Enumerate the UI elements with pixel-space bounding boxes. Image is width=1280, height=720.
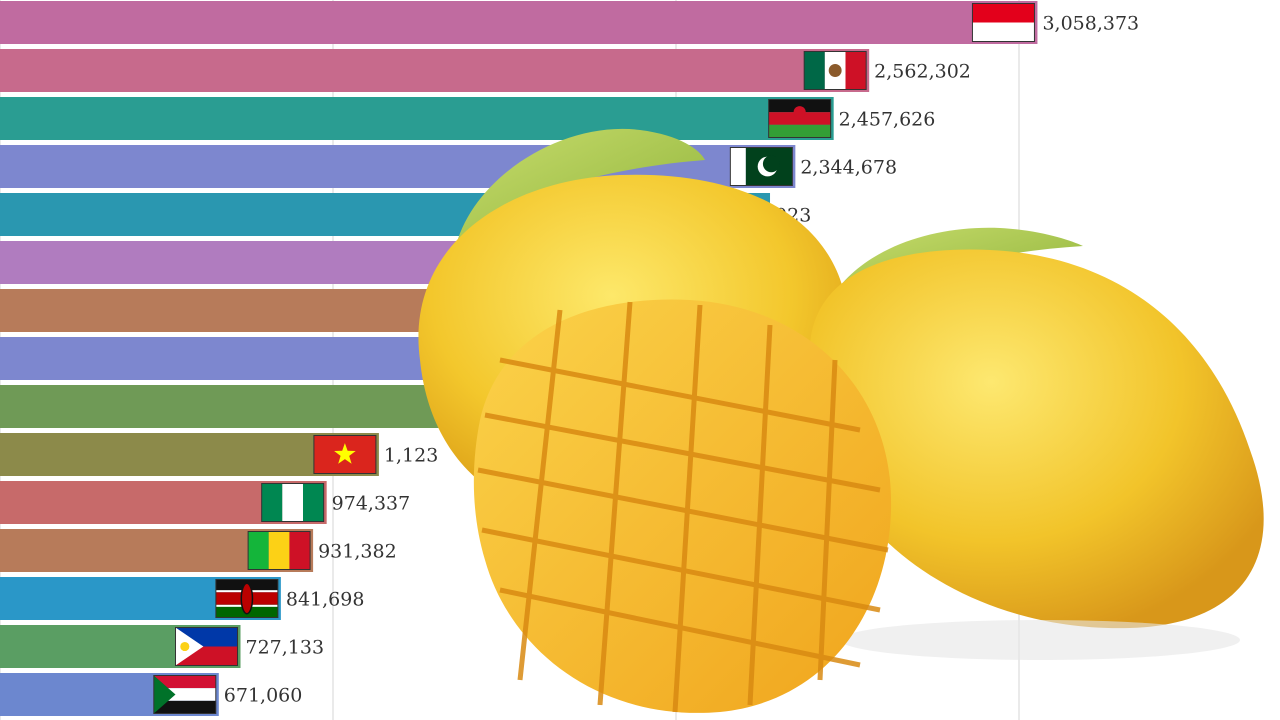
value-label: 2,457,626: [839, 109, 936, 131]
bar-row: [0, 385, 475, 428]
flag-mexico-icon: [803, 51, 867, 90]
bar-row: 974,337: [0, 481, 410, 524]
bar: [0, 1, 1038, 44]
bar-row: 2,562,302: [0, 49, 971, 92]
flag-pakistan-icon: [729, 147, 793, 186]
flag-malawi-icon: [768, 99, 832, 138]
bar-row: 3,058,373: [0, 1, 1139, 44]
bar-row: 841,698: [0, 577, 364, 620]
mango-cut-half: [473, 299, 892, 713]
flag-sudan-icon: [153, 675, 217, 714]
flag-philippines-icon: [175, 627, 239, 666]
value-label: 671,060: [224, 685, 303, 707]
bar-row: 671,060: [0, 673, 302, 716]
bar-row: 931,382: [0, 529, 397, 572]
value-label: 974,337: [332, 493, 411, 515]
bar: [0, 385, 475, 428]
flag-indonesia-icon: [971, 3, 1035, 42]
flag-mali-icon: [247, 531, 311, 570]
bars-group: 3,058,3732,562,3022,457,6262,344,6780231…: [0, 1, 1139, 716]
bar: [0, 97, 834, 140]
value-label: 931,382: [318, 541, 397, 563]
flag-kenya-icon: [215, 579, 279, 618]
value-label: 1,123: [384, 445, 438, 467]
bar: [0, 49, 870, 92]
value-label: 841,698: [286, 589, 365, 611]
flag-vietnam-icon: [313, 435, 377, 474]
mango-back-leaf: [455, 128, 705, 250]
bar-row: 727,133: [0, 625, 324, 668]
bar-row: 1,123: [0, 433, 438, 476]
mango-right: [809, 249, 1264, 660]
flag-nigeria-icon: [261, 483, 325, 522]
value-label: 2,344,678: [800, 157, 897, 179]
value-label: 2,562,302: [874, 61, 971, 83]
value-label: 727,133: [246, 637, 325, 659]
value-label: 3,058,373: [1042, 13, 1139, 35]
bar-row: 2,457,626: [0, 97, 935, 140]
